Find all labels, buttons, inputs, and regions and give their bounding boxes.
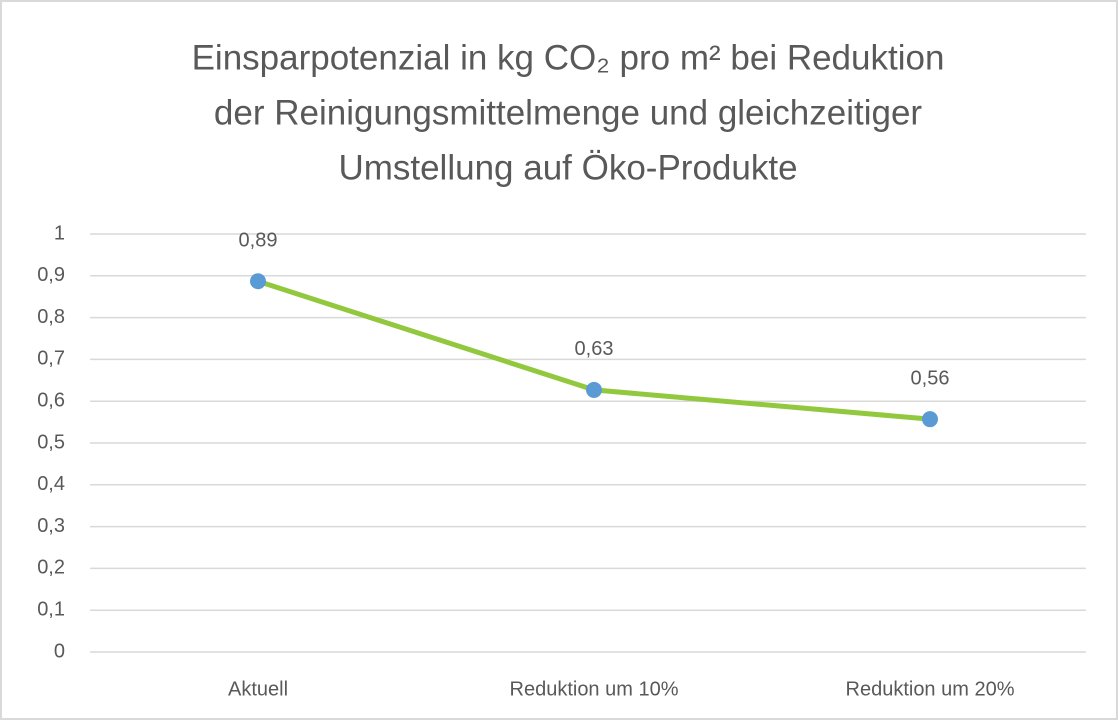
y-tick-label: 0,6	[37, 389, 65, 411]
y-tick-label: 1	[54, 222, 65, 244]
y-tick-label: 0,4	[37, 473, 65, 495]
chart-title: Umstellung auf Öko-Produkte	[338, 148, 797, 187]
y-tick-label: 0,1	[37, 598, 65, 620]
y-tick-label: 0,8	[37, 306, 65, 328]
x-tick-label: Reduktion um 10%	[510, 678, 679, 700]
marker	[250, 273, 266, 290]
y-tick-label: 0	[54, 640, 65, 662]
chart-title: der Reinigungsmittelmenge und gleichzeit…	[214, 93, 923, 132]
data-label: 0,63	[575, 338, 614, 360]
x-tick-label: Reduktion um 20%	[846, 678, 1015, 700]
x-tick-label: Aktuell	[228, 678, 288, 700]
y-tick-label: 0,3	[37, 515, 65, 537]
chart-title: Einsparpotenzial in kg CO₂ pro m² bei Re…	[192, 38, 945, 77]
marker	[922, 411, 938, 428]
y-tick-label: 0,9	[37, 264, 65, 286]
data-label: 0,56	[911, 367, 950, 389]
data-label: 0,89	[239, 230, 278, 252]
marker	[586, 381, 602, 398]
y-tick-label: 0,2	[37, 557, 65, 579]
y-tick-label: 0,5	[37, 431, 65, 453]
y-tick-label: 0,7	[37, 348, 65, 370]
